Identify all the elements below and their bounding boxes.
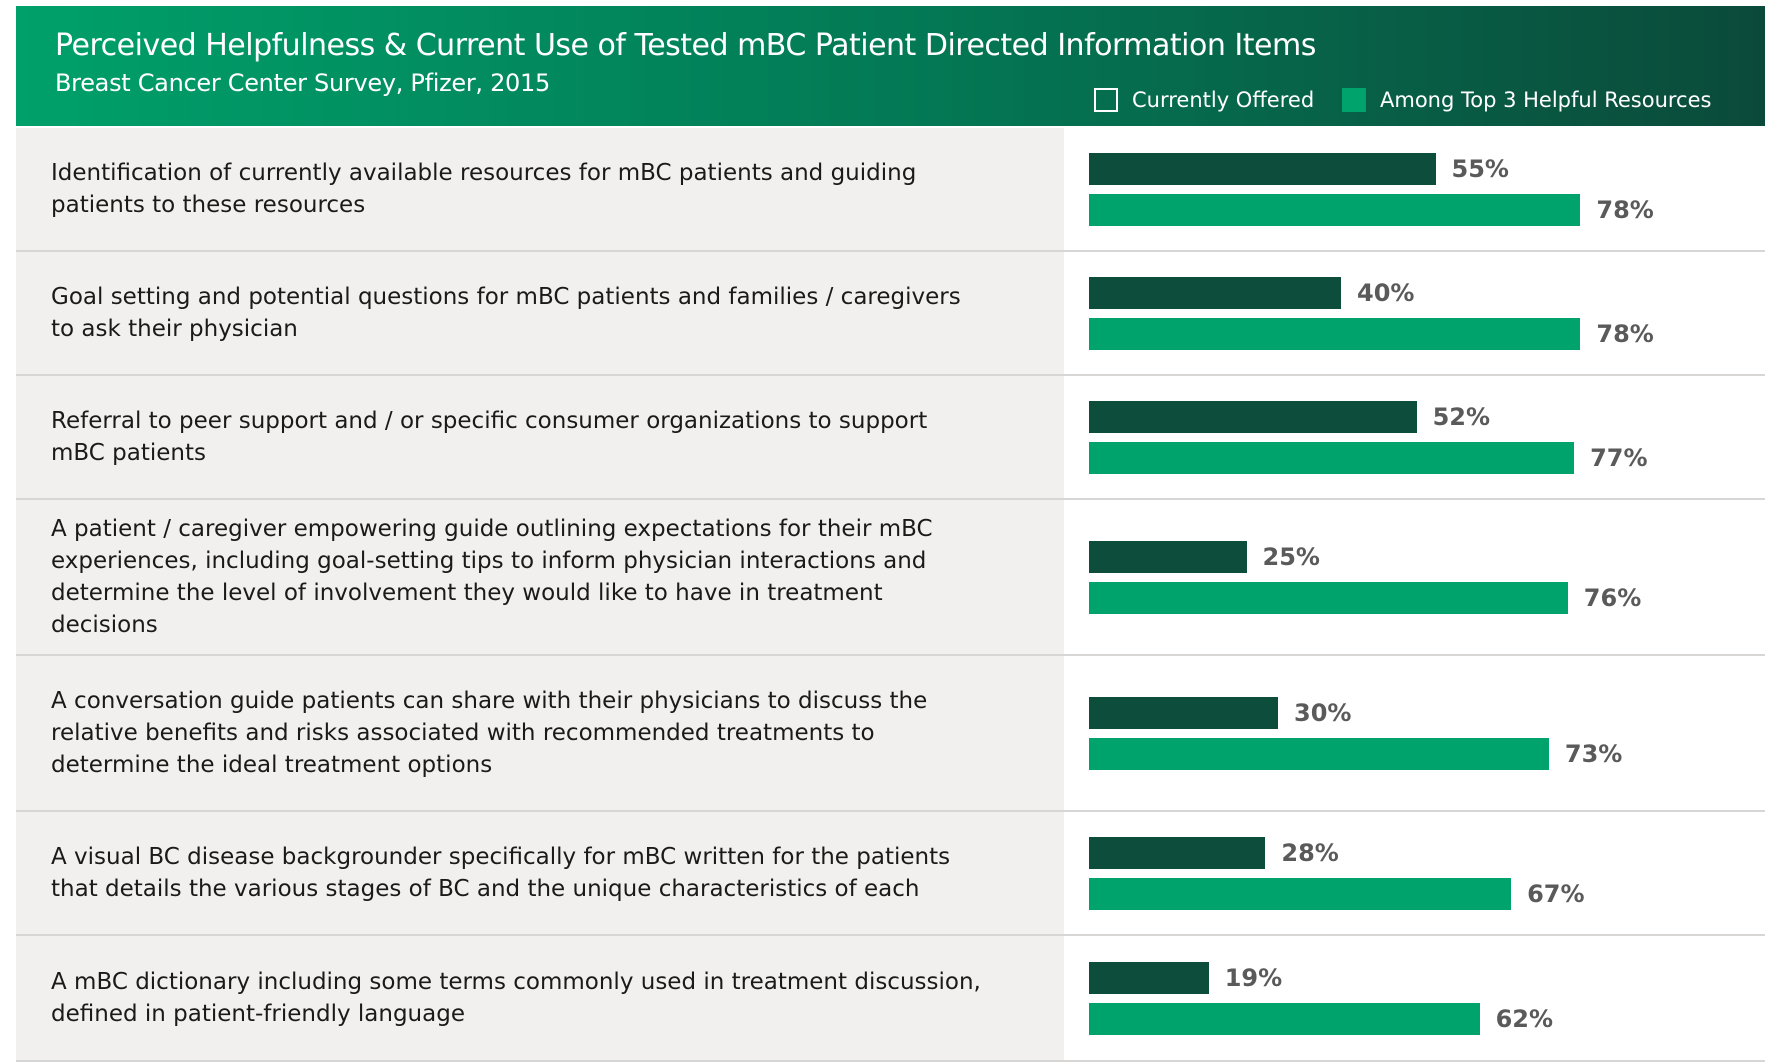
row: Goal setting and potential questions for… <box>16 252 1765 376</box>
value-label: 62% <box>1495 1004 1554 1033</box>
value-label: 55% <box>1451 154 1509 183</box>
bar-line: 19% <box>1089 961 1765 994</box>
bar-line: 73% <box>1089 737 1765 770</box>
legend-item: Currently Offered <box>1094 88 1314 112</box>
bar-line: 55% <box>1089 152 1765 185</box>
row: A visual BC disease backgrounder specifi… <box>16 812 1765 936</box>
legend-swatch <box>1094 88 1118 112</box>
value-label: 25% <box>1262 542 1320 571</box>
bar <box>1089 441 1575 474</box>
bar-line: 30% <box>1089 696 1765 729</box>
category-label: A conversation guide patients can share … <box>16 656 1064 810</box>
row: A mBC dictionary including some terms co… <box>16 936 1765 1062</box>
row: Referral to peer support and / or specif… <box>16 376 1765 500</box>
bar-line: 40% <box>1089 276 1765 309</box>
category-label: Referral to peer support and / or specif… <box>16 376 1064 498</box>
bar-line: 78% <box>1089 193 1765 226</box>
bar-line: 25% <box>1089 540 1765 573</box>
bar-group: 55% 78% <box>1089 128 1765 250</box>
bar <box>1089 961 1209 994</box>
bar-line: 67% <box>1089 877 1765 910</box>
bar <box>1089 276 1341 309</box>
row: A conversation guide patients can share … <box>16 656 1765 812</box>
value-label: 52% <box>1432 402 1491 431</box>
category-label: Goal setting and potential questions for… <box>16 252 1064 374</box>
bar <box>1089 400 1417 433</box>
chart-title: Perceived Helpfulness & Current Use of T… <box>55 28 1316 63</box>
bar-line: 28% <box>1089 836 1765 869</box>
category-label: A patient / caregiver empowering guide o… <box>16 500 1064 654</box>
row: Identification of currently available re… <box>16 128 1765 252</box>
value-label: 76% <box>1583 583 1642 612</box>
chart-subtitle: Breast Cancer Center Survey, Pfizer, 201… <box>55 69 550 97</box>
bar <box>1089 152 1436 185</box>
header: Perceived Helpfulness & Current Use of T… <box>16 6 1765 126</box>
bar <box>1089 877 1512 910</box>
bar <box>1089 581 1568 614</box>
bar-group: 40% 78% <box>1089 252 1765 374</box>
row: A patient / caregiver empowering guide o… <box>16 500 1765 656</box>
value-label: 28% <box>1281 838 1339 867</box>
value-label: 78% <box>1596 195 1654 224</box>
bar <box>1089 696 1278 729</box>
bar <box>1089 737 1549 770</box>
bar <box>1089 540 1247 573</box>
bar-group: 25% 76% <box>1089 500 1765 654</box>
bar <box>1089 836 1266 869</box>
category-label: A mBC dictionary including some terms co… <box>16 936 1064 1060</box>
chart-body: Identification of currently available re… <box>16 128 1765 1062</box>
bar-group: 52% 77% <box>1089 376 1765 498</box>
value-label: 19% <box>1224 963 1283 992</box>
bar <box>1089 317 1581 350</box>
legend-label: Currently Offered <box>1132 88 1315 112</box>
legend-label: Among Top 3 Helpful Resources <box>1380 88 1712 112</box>
value-label: 30% <box>1294 698 1352 727</box>
bar <box>1089 1002 1480 1035</box>
value-label: 73% <box>1564 739 1623 768</box>
bar-group: 28% 67% <box>1089 812 1765 934</box>
value-label: 77% <box>1590 443 1648 472</box>
legend-swatch <box>1342 88 1366 112</box>
bar-group: 30% 73% <box>1089 656 1765 810</box>
bar-line: 78% <box>1089 317 1765 350</box>
bar-line: 52% <box>1089 400 1765 433</box>
bar-line: 76% <box>1089 581 1765 614</box>
category-label: A visual BC disease backgrounder specifi… <box>16 812 1064 934</box>
value-label: 40% <box>1357 278 1415 307</box>
legend-item: Among Top 3 Helpful Resources <box>1342 88 1711 112</box>
category-label: Identification of currently available re… <box>16 128 1064 250</box>
bar-line: 62% <box>1089 1002 1765 1035</box>
bar-line: 77% <box>1089 441 1765 474</box>
value-label: 67% <box>1527 879 1585 908</box>
bar-group: 19% 62% <box>1089 936 1765 1060</box>
value-label: 78% <box>1596 319 1654 348</box>
bar <box>1089 193 1581 226</box>
